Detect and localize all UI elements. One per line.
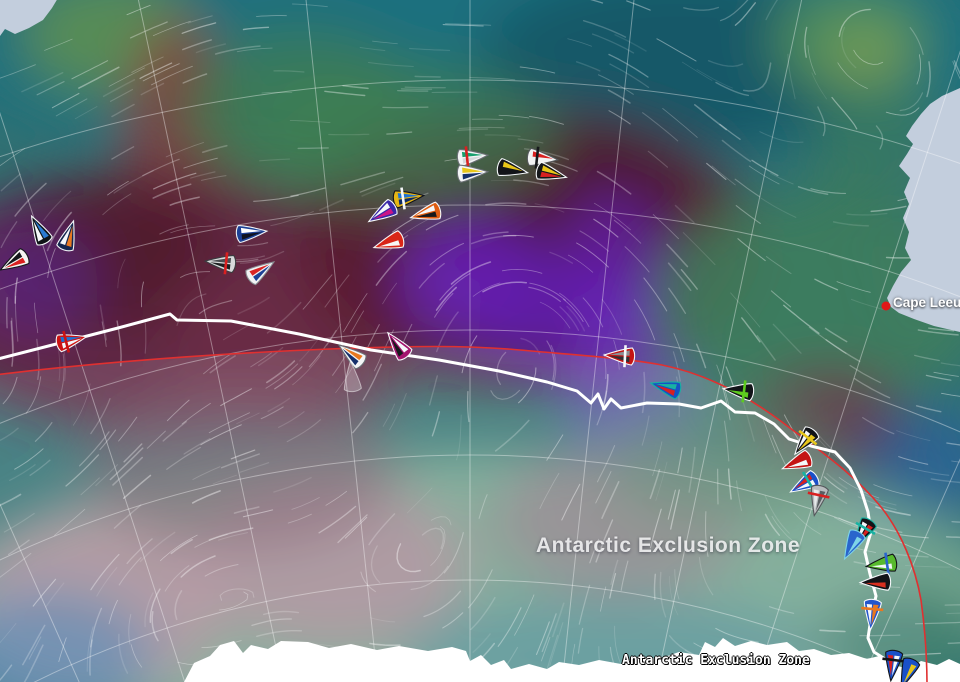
boat-marker[interactable] xyxy=(859,598,884,632)
boat-sail-icon xyxy=(798,434,816,451)
boat-marker[interactable] xyxy=(602,344,636,368)
boat-marker[interactable] xyxy=(235,223,269,244)
boat-marker[interactable] xyxy=(381,328,413,363)
boat-mast-icon xyxy=(62,330,71,353)
boat-sail-icon xyxy=(787,459,809,468)
boat-mast-icon xyxy=(798,429,818,446)
boat-mast-icon xyxy=(623,345,627,368)
boat-sail-icon xyxy=(501,168,523,174)
boat-marker[interactable] xyxy=(880,649,906,682)
leader-track-line xyxy=(0,312,887,661)
boat-mast-icon xyxy=(884,552,890,575)
boat-sail-icon xyxy=(378,233,398,246)
boat-sail-icon xyxy=(391,336,409,353)
boat-marker[interactable] xyxy=(24,212,53,247)
boat-mast-icon xyxy=(400,187,406,210)
boat-sail-icon xyxy=(462,167,483,173)
boat-sail-icon xyxy=(342,348,359,366)
boat-marker[interactable] xyxy=(535,161,569,186)
exclusion-zone-boundary-line xyxy=(0,345,928,682)
land-island-northwest xyxy=(0,0,57,36)
boat-marker[interactable] xyxy=(244,255,279,286)
boat-sail-icon xyxy=(541,165,562,176)
boat-sail-icon xyxy=(846,533,856,555)
boat-sail-icon xyxy=(902,661,911,682)
boat-marker[interactable] xyxy=(0,247,31,277)
boat-sail-icon xyxy=(241,232,262,240)
boat-sail-icon xyxy=(372,202,391,219)
boat-marker[interactable] xyxy=(392,185,426,211)
boat-mast-icon xyxy=(861,606,884,612)
boat-marker[interactable] xyxy=(371,230,405,256)
boat-marker[interactable] xyxy=(858,572,892,591)
boat-sail-icon xyxy=(462,172,484,180)
land-antarctica xyxy=(184,638,960,682)
boats-layer xyxy=(0,144,921,682)
boat-sail-icon xyxy=(373,208,394,220)
land-australia xyxy=(887,88,960,332)
boat-sail-icon xyxy=(240,227,262,234)
boat-marker[interactable] xyxy=(342,359,362,393)
boat-sail-icon xyxy=(415,211,437,217)
boat-sail-icon xyxy=(540,171,562,178)
boat-mast-icon xyxy=(855,521,876,536)
boat-mast-icon xyxy=(807,491,830,499)
boat-sail-icon xyxy=(847,536,862,555)
boat-mast-icon xyxy=(464,146,470,169)
boat-marker[interactable] xyxy=(786,423,822,461)
boat-sail-icon xyxy=(378,240,400,247)
boat-marker[interactable] xyxy=(648,375,682,400)
boat-marker[interactable] xyxy=(364,198,399,229)
boat-marker[interactable] xyxy=(456,163,490,183)
boat-marker[interactable] xyxy=(54,326,89,355)
boat-marker[interactable] xyxy=(779,449,814,476)
exclusion-zone-shade xyxy=(0,346,927,682)
boat-marker[interactable] xyxy=(56,218,82,252)
boat-marker[interactable] xyxy=(803,483,831,518)
boat-marker[interactable] xyxy=(864,551,898,577)
boat-mast-icon xyxy=(882,657,905,663)
boat-sail-icon xyxy=(390,337,404,357)
boat-sail-icon xyxy=(343,347,363,361)
boat-marker[interactable] xyxy=(837,528,866,563)
boat-sail-icon xyxy=(66,225,73,247)
boat-sail-icon xyxy=(655,384,676,396)
boat-sail-icon xyxy=(415,205,436,216)
boat-mast-icon xyxy=(534,146,540,169)
boat-sail-icon xyxy=(903,664,917,682)
boat-sail-icon xyxy=(249,264,270,276)
boat-marker[interactable] xyxy=(496,158,530,181)
boat-sail-icon xyxy=(59,225,72,245)
cape-leeuwin-marker xyxy=(881,301,891,311)
boat-mast-icon xyxy=(223,252,229,275)
boat-marker[interactable] xyxy=(334,338,369,370)
boat-marker[interactable] xyxy=(721,378,755,404)
boat-sail-icon xyxy=(34,220,49,239)
boat-marker[interactable] xyxy=(203,250,237,275)
boat-sail-icon xyxy=(865,582,886,588)
boat-sail-icon xyxy=(502,161,523,172)
boat-sail-icon xyxy=(253,265,271,282)
boat-marker[interactable] xyxy=(408,201,442,226)
boat-marker[interactable] xyxy=(456,144,490,169)
boat-sail-icon xyxy=(33,220,43,242)
ghost-boat-icon xyxy=(343,359,362,393)
boat-mast-icon xyxy=(741,380,747,403)
boat-sail-icon xyxy=(4,252,23,267)
boat-sail-icon xyxy=(786,453,806,467)
boat-marker[interactable] xyxy=(893,656,921,682)
boat-sail-icon xyxy=(655,383,677,390)
boat-sail-icon xyxy=(5,257,26,269)
boat-sail-icon xyxy=(864,575,886,582)
boat-sail-icon xyxy=(797,430,811,450)
